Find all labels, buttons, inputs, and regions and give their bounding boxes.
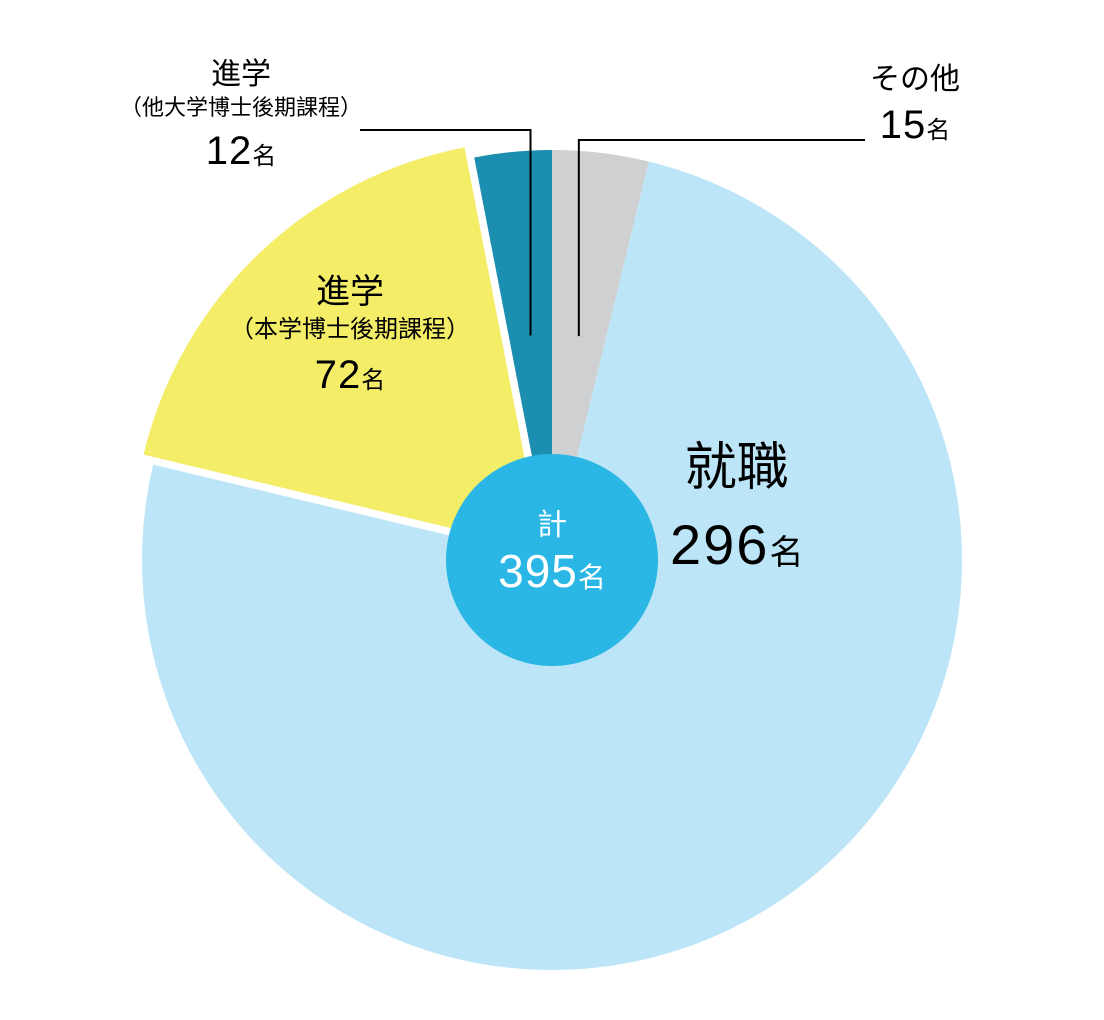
label-other-value-line: 15名 bbox=[870, 99, 960, 151]
label-employment-value: 296 bbox=[670, 513, 769, 576]
center-total-label: 計 395名 bbox=[472, 500, 632, 598]
label-advance-own-value: 72 bbox=[315, 353, 362, 397]
label-advance-other-sub: （他大学博士後期課程） bbox=[120, 94, 362, 123]
label-other-value: 15 bbox=[880, 103, 927, 147]
center-value-line: 395名 bbox=[472, 544, 632, 598]
label-advance-other-value-line: 12名 bbox=[120, 125, 362, 177]
center-unit: 名 bbox=[578, 562, 606, 593]
label-advance-own: 進学 （本学博士後期課程） 72名 bbox=[230, 270, 470, 401]
label-advance-own-sub: （本学博士後期課程） bbox=[230, 314, 470, 345]
label-advance-own-value-line: 72名 bbox=[230, 349, 470, 401]
center-kei: 計 bbox=[472, 500, 632, 544]
center-value: 395 bbox=[498, 545, 578, 597]
label-employment-title: 就職 bbox=[670, 435, 803, 503]
label-other: その他 15名 bbox=[870, 60, 960, 151]
label-advance-other-title: 進学 bbox=[120, 55, 362, 94]
label-advance-other-unit: 名 bbox=[252, 143, 276, 170]
label-employment-unit: 名 bbox=[769, 534, 803, 572]
label-employment: 就職 296名 bbox=[670, 435, 803, 581]
label-employment-value-line: 296名 bbox=[670, 509, 803, 582]
label-advance-own-title: 進学 bbox=[230, 270, 470, 314]
label-other-unit: 名 bbox=[926, 117, 950, 144]
label-advance-other-value: 12 bbox=[206, 129, 253, 173]
label-other-title: その他 bbox=[870, 60, 960, 99]
label-advance-other: 進学 （他大学博士後期課程） 12名 bbox=[120, 55, 362, 177]
label-advance-own-unit: 名 bbox=[361, 367, 385, 394]
